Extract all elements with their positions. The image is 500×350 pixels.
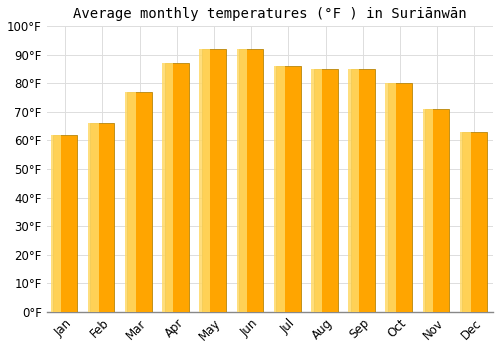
- Bar: [236, 49, 248, 312]
- Bar: [53, 135, 78, 312]
- Bar: [386, 83, 396, 312]
- Title: Average monthly temperatures (°F ) in Suriānwān: Average monthly temperatures (°F ) in Su…: [73, 7, 466, 21]
- Bar: [350, 69, 375, 312]
- Bar: [462, 132, 486, 312]
- Bar: [314, 69, 338, 312]
- Bar: [388, 83, 412, 312]
- Bar: [128, 92, 152, 312]
- Bar: [422, 109, 434, 312]
- Bar: [239, 49, 264, 312]
- Bar: [348, 69, 359, 312]
- Bar: [274, 66, 284, 312]
- Bar: [460, 132, 470, 312]
- Bar: [50, 135, 62, 312]
- Bar: [202, 49, 226, 312]
- Bar: [311, 69, 322, 312]
- Bar: [200, 49, 210, 312]
- Bar: [90, 123, 114, 312]
- Bar: [164, 63, 189, 312]
- Bar: [276, 66, 300, 312]
- Bar: [88, 123, 99, 312]
- Bar: [125, 92, 136, 312]
- Bar: [162, 63, 173, 312]
- Bar: [425, 109, 450, 312]
